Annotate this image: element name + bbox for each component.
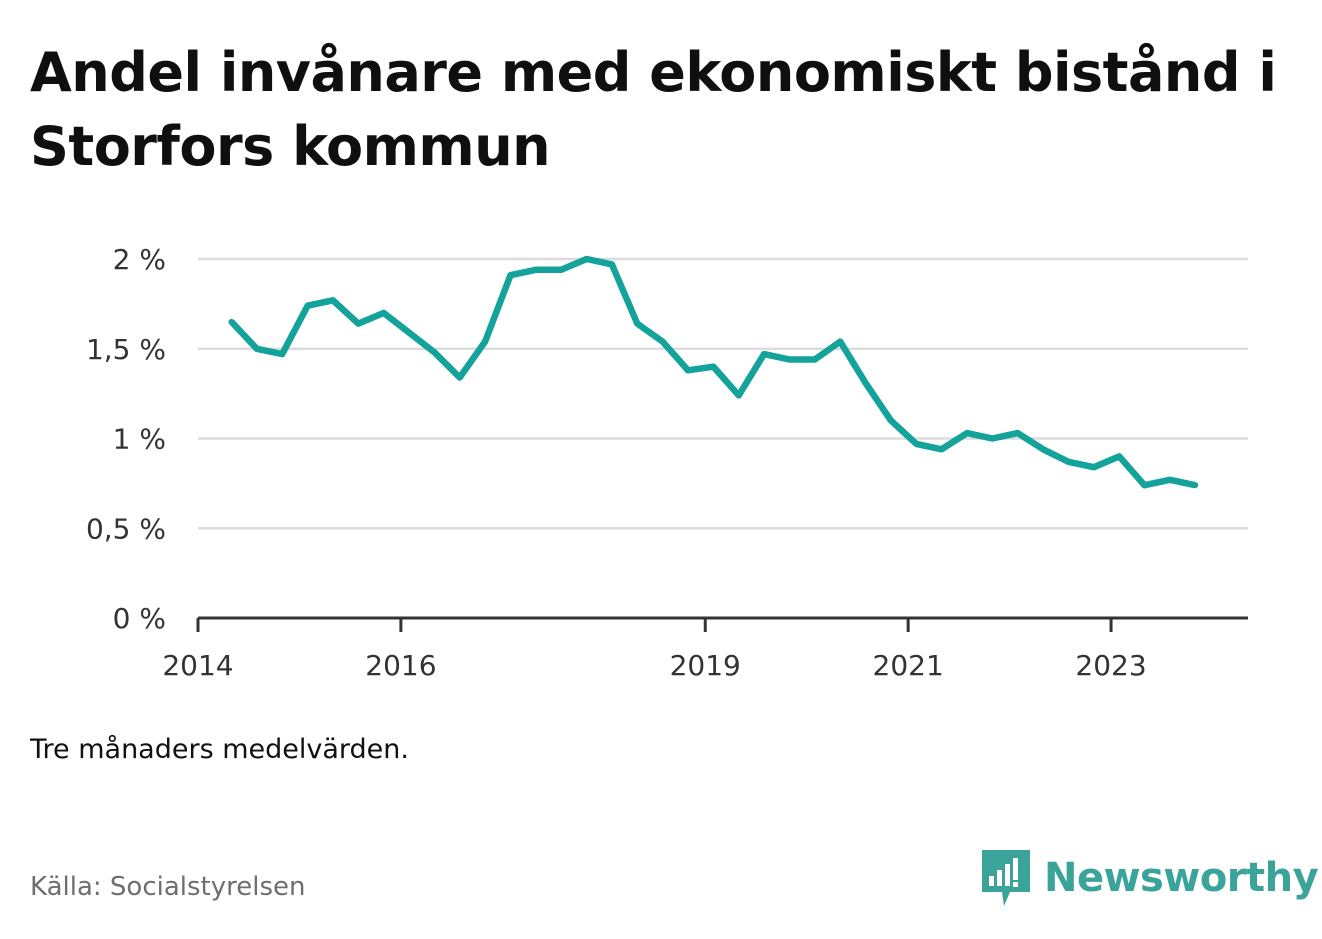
data-point: [913, 440, 920, 447]
data-point: [710, 363, 717, 370]
data-point: [1014, 430, 1021, 437]
data-point: [1065, 458, 1072, 465]
data-point: [887, 417, 894, 424]
data-point: [761, 351, 768, 358]
data-point: [583, 256, 590, 262]
data-point: [406, 329, 413, 336]
chart-note: Tre månaders medelvärden.: [30, 734, 409, 765]
data-point: [1040, 446, 1047, 453]
data-point: [532, 266, 539, 273]
source-text: Källa: Socialstyrelsen: [30, 872, 306, 902]
data-point: [431, 349, 438, 356]
data-point: [304, 302, 311, 309]
series-group: [228, 255, 1199, 489]
brand-name: Newsworthy: [1044, 855, 1319, 901]
x-tick-label: 2016: [365, 649, 436, 682]
grid-lines: [198, 257, 1248, 530]
data-point: [608, 261, 615, 268]
newsworthy-icon: [982, 850, 1030, 906]
data-point: [355, 320, 362, 327]
brand-logo[interactable]: Newsworthy: [980, 846, 1319, 910]
data-point: [279, 351, 286, 358]
data-point: [1141, 482, 1148, 489]
data-point: [253, 345, 260, 352]
data-point: [989, 435, 996, 442]
data-point: [507, 272, 514, 279]
x-axis: 2014 2016 2019 2021 2023: [162, 616, 1248, 682]
data-point: [659, 338, 666, 345]
chart-title: Andel invånare med ekonomiskt bistånd i …: [30, 41, 1277, 178]
data-point: [380, 309, 387, 316]
y-tick-label: 0,5 %: [86, 512, 166, 545]
x-tick-label: 2019: [670, 649, 741, 682]
data-point: [786, 356, 793, 363]
data-point: [862, 379, 869, 386]
data-point: [685, 367, 691, 374]
y-tick-label: 2 %: [113, 243, 166, 276]
y-tick-label: 1,5 %: [86, 333, 166, 366]
data-point: [456, 374, 463, 381]
data-point: [811, 356, 818, 363]
x-tick-label: 2014: [162, 649, 233, 682]
x-tick-label: 2023: [1075, 649, 1146, 682]
data-point: [938, 446, 945, 453]
series-line: [229, 255, 1196, 489]
x-tick-label: 2021: [873, 649, 944, 682]
y-tick-label: 0 %: [113, 602, 166, 635]
data-point: [1090, 464, 1097, 471]
data-point: [329, 297, 336, 304]
data-point: [1192, 482, 1199, 489]
y-axis-tick-labels: 0 % 0,5 % 1 % 1,5 % 2 %: [86, 243, 166, 635]
data-point: [1116, 453, 1123, 460]
data-point: [1166, 476, 1173, 483]
data-point: [558, 266, 565, 273]
data-point: [228, 318, 235, 325]
data-point: [963, 430, 970, 437]
data-point: [735, 392, 742, 399]
data-point: [634, 320, 641, 327]
data-point: [837, 338, 844, 345]
data-point: [482, 338, 489, 345]
y-tick-label: 1 %: [113, 423, 166, 456]
